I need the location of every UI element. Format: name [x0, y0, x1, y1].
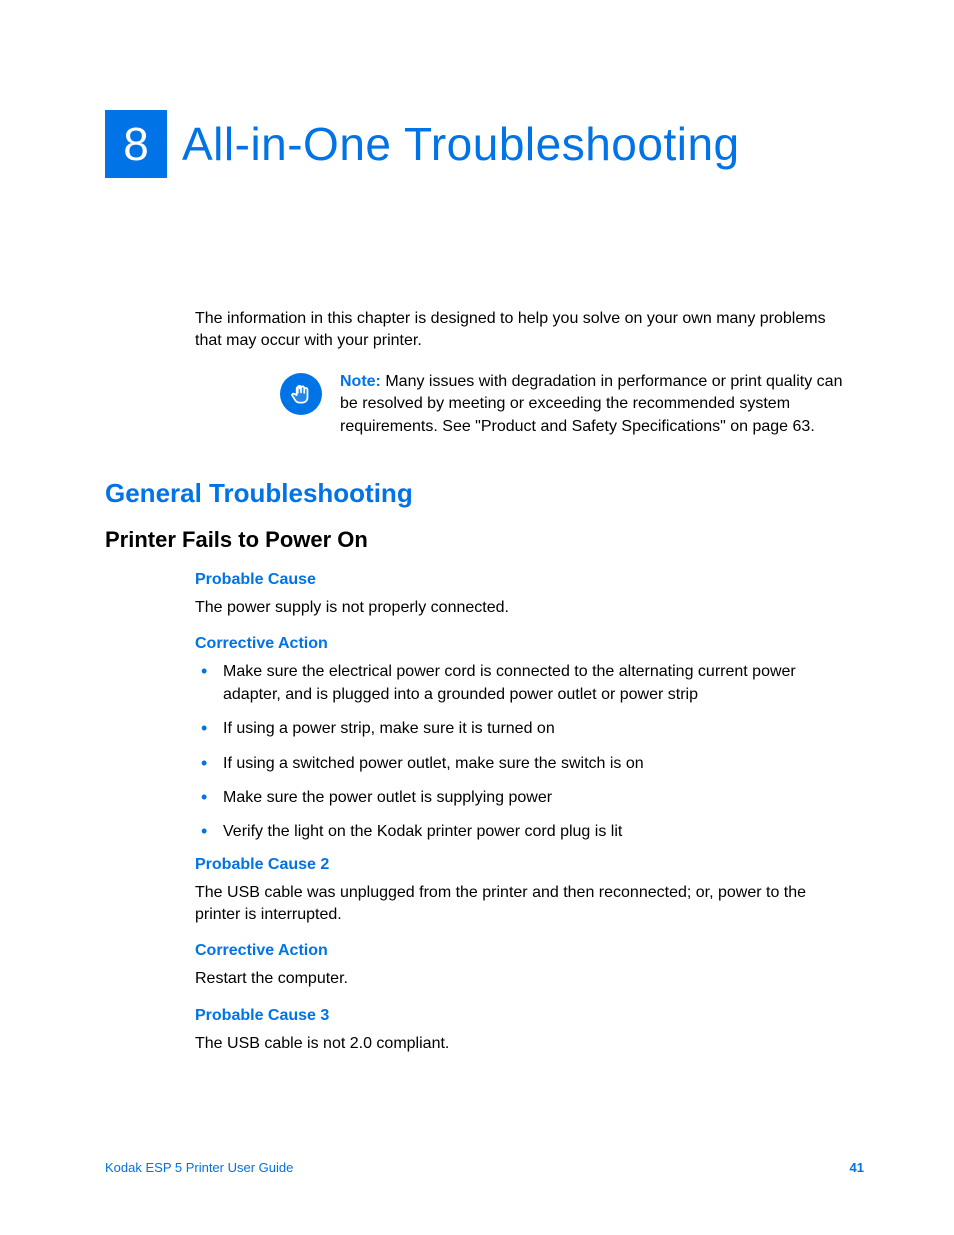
- footer-page-number: 41: [850, 1160, 864, 1175]
- list-item: Make sure the electrical power cord is c…: [195, 661, 854, 706]
- note-block: Note: Many issues with degradation in pe…: [280, 371, 854, 438]
- footer-doc-title: Kodak ESP 5 Printer User Guide: [105, 1160, 293, 1175]
- subheading: Corrective Action: [195, 635, 854, 653]
- intro-paragraph: The information in this chapter is desig…: [195, 308, 854, 353]
- block-corrective-action-2: Corrective Action Restart the computer.: [195, 942, 854, 990]
- hand-icon: [280, 373, 322, 415]
- body-text: Restart the computer.: [195, 968, 854, 990]
- chapter-header: 8 All-in-One Troubleshooting: [105, 110, 864, 178]
- note-text: Note: Many issues with degradation in pe…: [340, 371, 854, 438]
- bullet-list: Make sure the electrical power cord is c…: [195, 661, 854, 843]
- subheading: Corrective Action: [195, 942, 854, 960]
- note-label: Note:: [340, 373, 381, 390]
- subheading: Probable Cause 2: [195, 856, 854, 874]
- chapter-title: All-in-One Troubleshooting: [182, 117, 740, 171]
- block-corrective-action-1: Corrective Action Make sure the electric…: [195, 635, 854, 843]
- note-body: Many issues with degradation in performa…: [340, 373, 842, 435]
- body-text: The USB cable was unplugged from the pri…: [195, 882, 854, 927]
- block-probable-cause-3: Probable Cause 3 The USB cable is not 2.…: [195, 1007, 854, 1055]
- page: 8 All-in-One Troubleshooting The informa…: [0, 0, 954, 1235]
- body-text: The USB cable is not 2.0 compliant.: [195, 1033, 854, 1055]
- section-heading-general: General Troubleshooting: [105, 478, 854, 509]
- chapter-number-box: 8: [105, 110, 167, 178]
- block-probable-cause-1: Probable Cause The power supply is not p…: [195, 571, 854, 619]
- chapter-number: 8: [123, 117, 149, 171]
- subheading: Probable Cause: [195, 571, 854, 589]
- list-item: Make sure the power outlet is supplying …: [195, 787, 854, 809]
- content-area: The information in this chapter is desig…: [195, 308, 854, 1055]
- subheading: Probable Cause 3: [195, 1007, 854, 1025]
- list-item: If using a switched power outlet, make s…: [195, 753, 854, 775]
- list-item: If using a power strip, make sure it is …: [195, 718, 854, 740]
- page-footer: Kodak ESP 5 Printer User Guide 41: [105, 1160, 864, 1175]
- list-item: Verify the light on the Kodak printer po…: [195, 821, 854, 843]
- body-text: The power supply is not properly connect…: [195, 597, 854, 619]
- subsection-heading-power: Printer Fails to Power On: [105, 527, 854, 553]
- block-probable-cause-2: Probable Cause 2 The USB cable was unplu…: [195, 856, 854, 927]
